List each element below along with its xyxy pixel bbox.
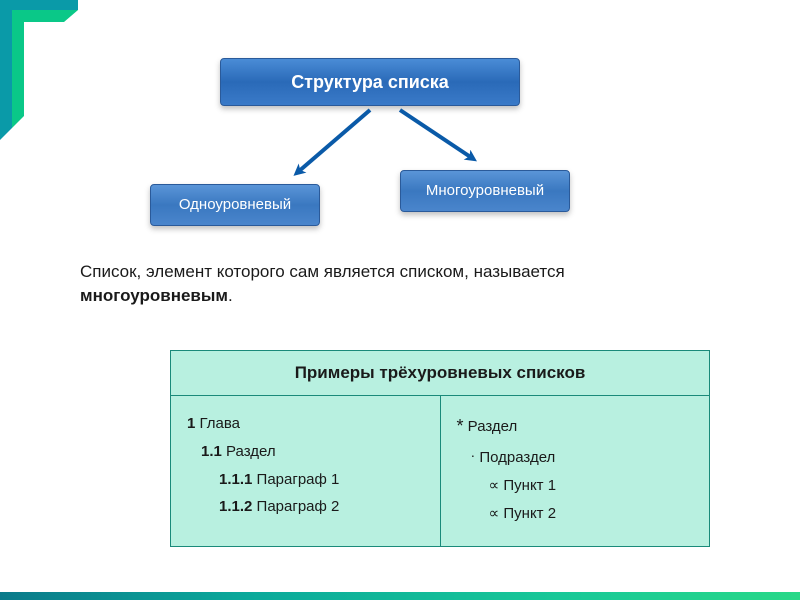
corner-frame-decoration: [0, 0, 100, 140]
descr-bold: многоуровневым: [80, 286, 228, 305]
description-paragraph: Список, элемент которого сам является сп…: [80, 260, 720, 308]
diagram-title-text: Структура списка: [291, 72, 449, 93]
c1r0-txt: Глава: [195, 415, 240, 432]
diagram-title-box: Структура списка: [220, 58, 520, 106]
diagram-child-right: Многоуровневый: [400, 170, 570, 212]
c1r3-txt: Параграф 2: [252, 498, 339, 515]
diagram-arrows: [280, 106, 500, 176]
child-right-label: Многоуровневый: [426, 183, 544, 200]
child-left-label: Одноуровневый: [179, 197, 291, 214]
c2r3-txt: Пункт 2: [499, 505, 556, 522]
c2r3-bullet: ∝: [489, 505, 500, 522]
c2r0-bullet: *: [457, 416, 464, 436]
table-col-2: * Раздел · Подраздел ∝ Пункт 1 ∝ Пункт 2: [441, 396, 710, 546]
c1r2-num: 1.1.1: [219, 471, 252, 488]
c1r2-txt: Параграф 1: [252, 471, 339, 488]
c2r2-txt: Пункт 1: [499, 477, 556, 494]
c2r1-txt: Подраздел: [475, 449, 555, 466]
table-header: Примеры трёхуровневых списков: [171, 351, 709, 396]
c2r0-txt: Раздел: [464, 418, 518, 435]
c1r3-num: 1.1.2: [219, 498, 252, 515]
table-col-1: 1 Глава 1.1 Раздел 1.1.1 Параграф 1 1.1.…: [171, 396, 441, 546]
descr-prefix: Список, элемент которого сам является сп…: [80, 262, 565, 281]
table-body: 1 Глава 1.1 Раздел 1.1.1 Параграф 1 1.1.…: [171, 396, 709, 546]
c2r2-bullet: ∝: [489, 477, 500, 494]
examples-table: Примеры трёхуровневых списков 1 Глава 1.…: [170, 350, 710, 547]
bottom-gradient-bar: [0, 592, 800, 600]
diagram-child-left: Одноуровневый: [150, 184, 320, 226]
descr-suffix: .: [228, 286, 233, 305]
c1r1-txt: Раздел: [222, 443, 276, 460]
c1r1-num: 1.1: [201, 443, 222, 460]
